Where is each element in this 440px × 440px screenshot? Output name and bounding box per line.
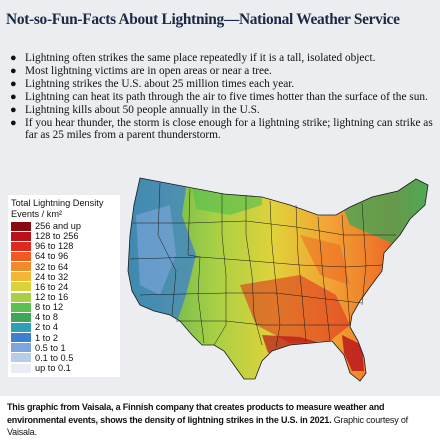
- caption-bold: This graphic from Vaisala, a Finnish com…: [7, 402, 385, 425]
- legend-item: 12 to 16: [11, 292, 116, 302]
- legend-swatch: [11, 221, 31, 231]
- legend-label: 8 to 12: [35, 302, 64, 313]
- legend-item: 32 to 64: [11, 262, 116, 272]
- legend-label: 96 to 128: [35, 241, 74, 252]
- legend-title-units: Events / km²: [11, 208, 63, 219]
- legend-item: 128 to 256: [11, 231, 116, 241]
- legend-swatch: [11, 292, 31, 302]
- legend-label: 12 to 16: [35, 292, 69, 303]
- legend-label: 32 to 64: [35, 261, 69, 272]
- bullet-icon: ●: [10, 103, 17, 116]
- legend-swatch: [11, 343, 31, 353]
- bullet-icon: ●: [10, 64, 17, 77]
- legend-swatch: [11, 272, 31, 282]
- page-title: Not-so-Fun-Facts About Lightning—Nationa…: [6, 11, 400, 28]
- fact-text: Most lightning victims are in open areas…: [25, 64, 272, 77]
- legend-swatch: [11, 241, 31, 251]
- legend-label: 24 to 32: [35, 271, 69, 282]
- fact-item: ● Lightning kills about 50 people annuall…: [8, 104, 434, 117]
- legend-item: 256 and up: [11, 221, 116, 231]
- bullet-icon: ●: [10, 90, 17, 103]
- bullet-icon: ●: [10, 77, 17, 90]
- facts-panel: Not-so-Fun-Facts About Lightning—Nationa…: [0, 0, 440, 396]
- legend-swatch: [11, 363, 31, 373]
- bullet-icon: ●: [10, 52, 17, 64]
- legend-label: up to 0.1: [35, 363, 71, 374]
- fact-item: ● Lightning often strikes the same place …: [8, 52, 434, 65]
- legend-swatch: [11, 353, 31, 363]
- legend-item: 8 to 12: [11, 302, 116, 312]
- legend-item: 2 to 4: [11, 322, 116, 332]
- legend-label: 16 to 24: [35, 281, 69, 292]
- legend-item: 1 to 2: [11, 333, 116, 343]
- legend-swatch: [11, 302, 31, 312]
- legend-rows: 256 and up 128 to 256 96 to 128 64 to 96 32 …: [11, 221, 116, 373]
- legend-swatch: [11, 262, 31, 272]
- legend-label: 64 to 96: [35, 251, 69, 262]
- figure-caption: This graphic from Vaisala, a Finnish com…: [7, 401, 434, 439]
- fact-text: Lightning often strikes the same place r…: [25, 52, 376, 64]
- fact-item: ● Lightning can heat its path through the…: [8, 91, 434, 104]
- legend-item: 96 to 128: [11, 241, 116, 251]
- legend-item: 4 to 8: [11, 312, 116, 322]
- legend-label: 0.1 to 0.5: [35, 352, 74, 363]
- lightning-density-map: [127, 177, 429, 382]
- fact-text: Lightning strikes the U.S. about 25 mill…: [25, 77, 295, 90]
- legend-swatch: [11, 251, 31, 261]
- legend-swatch: [11, 231, 31, 241]
- map-legend: Total Lightning Density Events / km² 256…: [8, 195, 120, 378]
- legend-swatch: [11, 312, 31, 322]
- us-outline: [127, 177, 429, 382]
- legend-label: 0.5 to 1: [35, 342, 66, 353]
- fact-item: ● Lightning strikes the U.S. about 25 mil…: [8, 78, 434, 91]
- legend-title-line: Total Lightning Density: [11, 198, 104, 208]
- legend-item: 24 to 32: [11, 272, 116, 282]
- state-borders: [129, 182, 396, 348]
- legend-swatch: [11, 322, 31, 332]
- fact-item: ● Most lightning victims are in open area…: [8, 65, 434, 78]
- fact-item: ● If you hear thunder, the storm is close…: [8, 117, 434, 143]
- legend-item: 16 to 24: [11, 282, 116, 292]
- fact-text: If you hear thunder, the storm is close …: [25, 116, 433, 142]
- fact-text: Lightning can heat its path through the …: [25, 90, 428, 103]
- legend-item: 0.5 to 1: [11, 343, 116, 353]
- legend-item: 64 to 96: [11, 251, 116, 261]
- legend-item: up to 0.1: [11, 363, 116, 373]
- density-field: [128, 178, 428, 381]
- legend-item: 0.1 to 0.5: [11, 353, 116, 363]
- legend-title: Total Lightning Density Events / km²: [11, 198, 116, 219]
- legend-label: 256 and up: [35, 221, 81, 232]
- legend-label: 128 to 256: [35, 231, 79, 242]
- legend-label: 2 to 4: [35, 322, 58, 333]
- caption-credit: Graphic courtesy of Vaisala.: [7, 414, 408, 438]
- legend-label: 1 to 2: [35, 332, 58, 343]
- facts-list: ● Lightning often strikes the same place …: [8, 52, 434, 142]
- legend-swatch: [11, 282, 31, 292]
- legend-label: 4 to 8: [35, 312, 58, 323]
- legend-swatch: [11, 333, 31, 343]
- bullet-icon: ●: [10, 116, 17, 129]
- fact-text: Lightning kills about 50 people annually…: [25, 103, 260, 116]
